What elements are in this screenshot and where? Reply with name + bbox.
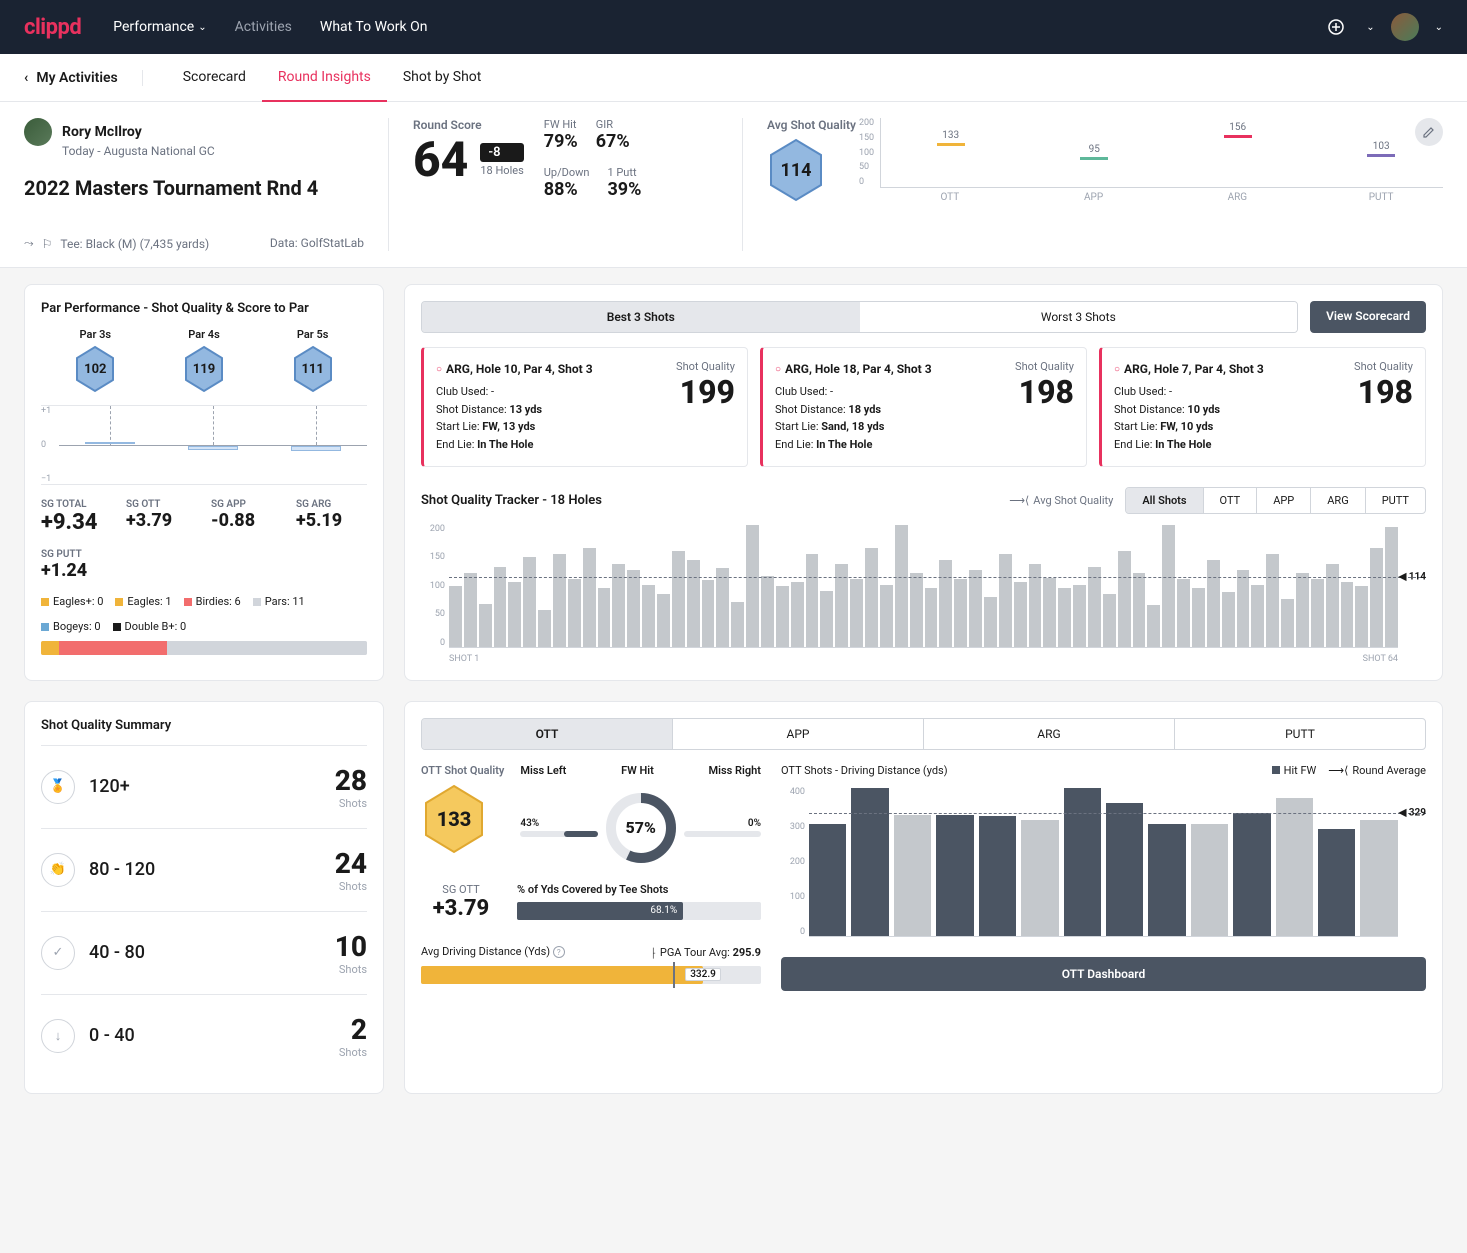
sg-ott-label: SG OTT (421, 883, 501, 896)
asq-hexagon: 114 (767, 138, 825, 202)
topbar-right: ⌄ ⌄ (1322, 13, 1443, 41)
card-title: Par Performance - Shot Quality & Score t… (41, 301, 367, 316)
stat-label: 1 Putt (607, 166, 641, 179)
content: Par Performance - Shot Quality & Score t… (0, 268, 1467, 1110)
card-best-shots: Best 3 Shots Worst 3 Shots View Scorecar… (404, 284, 1443, 681)
chevron-down-icon: ⌄ (1366, 22, 1374, 33)
summary-row: 🏅120+28Shots (41, 745, 367, 828)
best-worst-toggle: Best 3 Shots Worst 3 Shots (421, 301, 1298, 333)
score-distribution: Eagles+: 0Eagles: 1Birdies: 6Pars: 11Bog… (41, 595, 367, 655)
nav-whattowork[interactable]: What To Work On (320, 19, 428, 35)
stat-col: FW Hit79% GIR67% Up/Down88% 1 Putt39% (544, 118, 642, 251)
data-source: Data: GolfStatLab (270, 236, 364, 251)
drive-label: Avg Driving Distance (Yds) (421, 945, 550, 958)
summary-row: ↓0 - 402Shots (41, 994, 367, 1077)
card-summary: Shot Quality Summary 🏅120+28Shots👏80 - 1… (24, 701, 384, 1094)
score-label: Round Score (413, 118, 524, 132)
chevron-left-icon: ‹ (24, 70, 28, 86)
flag-icon: ⚐ (42, 237, 53, 251)
legend-round-avg: ⟶⟨Round Average (1328, 764, 1426, 777)
tracker-tab-putt[interactable]: PUTT (1365, 488, 1425, 513)
tracker-tab-app[interactable]: APP (1256, 488, 1310, 513)
view-scorecard-button[interactable]: View Scorecard (1310, 301, 1426, 333)
tab-shot-by-shot[interactable]: Shot by Shot (387, 54, 498, 102)
par-chart: +10−1 (41, 405, 367, 485)
add-button[interactable] (1322, 13, 1350, 41)
drive-chart: 4003002001000 ◀ 329 (781, 787, 1426, 937)
yds-covered-label: % of Yds Covered by Tee Shots (517, 883, 761, 896)
header-right: Avg Shot Quality 114 200150100500 133951… (742, 118, 1443, 251)
stat-label: GIR (596, 118, 630, 131)
summary-row: 👏80 - 12024Shots (41, 828, 367, 911)
tee-info: Tee: Black (M) (7,435 yards) (60, 237, 209, 251)
header-section: Rory McIlroy Today - Augusta National GC… (0, 102, 1467, 268)
ott-tab-putt[interactable]: PUTT (1174, 719, 1425, 749)
tracker-title: Shot Quality Tracker - 18 Holes (421, 493, 602, 508)
back-my-activities[interactable]: ‹My Activities (24, 70, 143, 86)
stat-label: FW Hit (544, 118, 578, 131)
tracker-avg-label: ⟶⟨ Avg Shot Quality (1009, 494, 1113, 507)
round-title: 2022 Masters Tournament Rnd 4 (24, 176, 364, 200)
chevron-down-icon: ⌄ (1435, 22, 1443, 33)
player-name: Rory McIlroy (62, 124, 142, 140)
ott-dashboard-button[interactable]: OTT Dashboard (781, 957, 1426, 991)
sg-ott-val: +3.79 (421, 896, 501, 921)
ott-hexagon: 133 (421, 783, 487, 855)
shot-card[interactable]: ARG, Hole 7, Par 4, Shot 3Club Used: -Sh… (1099, 347, 1426, 467)
tracker-tab-ott[interactable]: OTT (1203, 488, 1257, 513)
stat-label: Up/Down (544, 166, 590, 179)
miss-right-label: Miss Right (709, 764, 761, 777)
subnav: ‹My Activities Scorecard Round Insights … (0, 54, 1467, 102)
player-sub: Today - Augusta National GC (62, 144, 364, 158)
player-row: Rory McIlroy (24, 118, 364, 146)
tracker-chart: 200150100500 ◀ 114 SHOT 1SHOT 64 (421, 524, 1426, 664)
fw-hit-label: FW Hit (621, 764, 654, 777)
card-par-performance: Par Performance - Shot Quality & Score t… (24, 284, 384, 681)
header-left: Rory McIlroy Today - Augusta National GC… (24, 118, 364, 251)
legend-hit-fw: Hit FW (1272, 764, 1317, 777)
player-avatar (24, 118, 52, 146)
shot-card[interactable]: ARG, Hole 18, Par 4, Shot 3Club Used: -S… (760, 347, 1087, 467)
seg-best[interactable]: Best 3 Shots (422, 302, 860, 332)
tracker-tab-all-shots[interactable]: All Shots (1126, 488, 1202, 513)
miss-left-label: Miss Left (520, 764, 566, 777)
nav-activities[interactable]: Activities (235, 19, 292, 35)
header-meta: ⤳ ⚐ Tee: Black (M) (7,435 yards) Data: G… (24, 236, 364, 251)
header-mid: Round Score 64 -8 18 Holes FW Hit79% GIR… (388, 118, 718, 251)
stat-val: 88% (544, 179, 590, 200)
tracker-tab-arg[interactable]: ARG (1310, 488, 1364, 513)
stat-val: 39% (607, 179, 641, 200)
logo[interactable]: clippd (24, 15, 81, 40)
seg-worst[interactable]: Worst 3 Shots (860, 302, 1298, 332)
tab-round-insights[interactable]: Round Insights (262, 54, 387, 102)
fw-hit-donut: 57% (604, 791, 678, 865)
chevron-down-icon: ⌄ (198, 22, 206, 33)
pga-avg: ⸠ PGA Tour Avg: 295.9 (651, 945, 761, 960)
edit-button[interactable] (1415, 118, 1443, 146)
tab-scorecard[interactable]: Scorecard (167, 54, 262, 102)
nav-performance[interactable]: Performance ⌄ (113, 19, 206, 35)
topbar: clippd Performance ⌄ Activities What To … (0, 0, 1467, 54)
topbar-left: clippd Performance ⌄ Activities What To … (24, 15, 427, 40)
score-holes: 18 Holes (480, 164, 523, 177)
drive-chart-title: OTT Shots - Driving Distance (yds) (781, 764, 948, 777)
stat-val: 79% (544, 131, 578, 152)
user-avatar[interactable] (1391, 13, 1419, 41)
asq-label: Avg Shot Quality (767, 118, 856, 132)
shot-card[interactable]: ARG, Hole 10, Par 4, Shot 3Club Used: -S… (421, 347, 748, 467)
score-value: 64 (413, 136, 468, 184)
info-icon[interactable]: ? (553, 946, 565, 958)
route-icon: ⤳ (24, 236, 34, 251)
summary-row: ✓40 - 8010Shots (41, 911, 367, 994)
score-to-par: -8 (480, 143, 523, 162)
stat-val: 67% (596, 131, 630, 152)
ott-tab-arg[interactable]: ARG (923, 719, 1174, 749)
ott-sq-label: OTT Shot Quality (421, 764, 504, 777)
nav-main: Performance ⌄ Activities What To Work On (113, 19, 427, 35)
ott-tab-app[interactable]: APP (672, 719, 923, 749)
mini-chart: 200150100500 13395156103 OTTAPPARGPUTT (880, 118, 1443, 251)
card-title: Shot Quality Summary (41, 718, 367, 733)
ott-tab-ott[interactable]: OTT (422, 719, 672, 749)
card-ott: OTTAPPARGPUTT OTT Shot Quality 133 Miss … (404, 701, 1443, 1094)
